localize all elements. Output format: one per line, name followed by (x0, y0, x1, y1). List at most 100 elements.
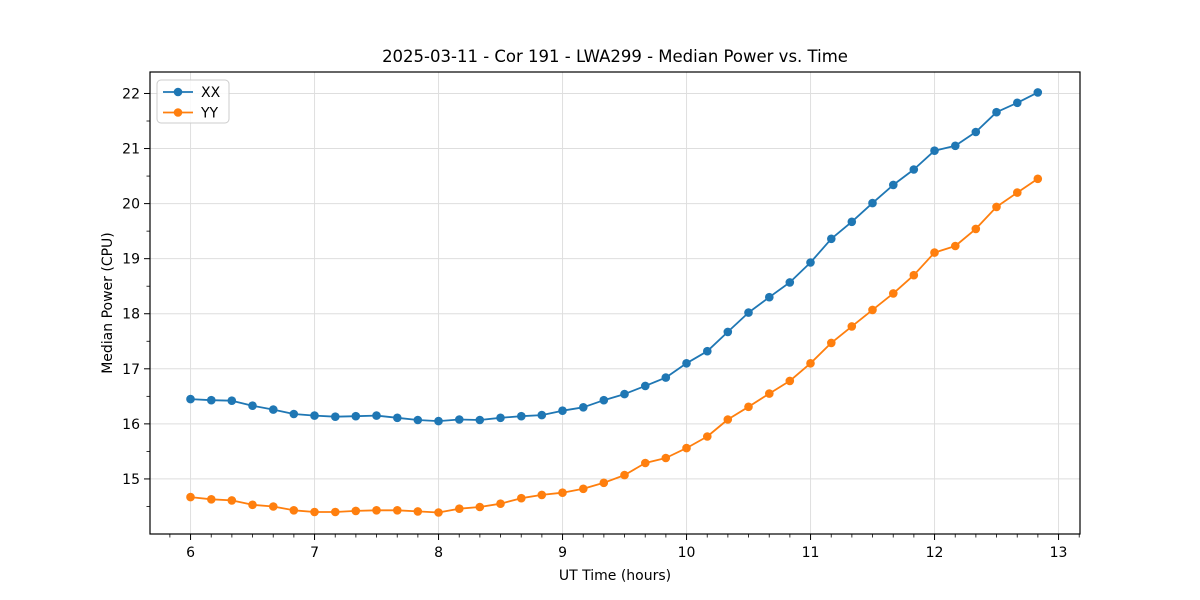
legend-marker (173, 87, 183, 97)
y-tick-label: 15 (122, 472, 140, 488)
data-point-xx (909, 165, 919, 174)
data-point-yy (827, 338, 836, 348)
data-point-yy (372, 506, 381, 515)
data-point-yy (909, 270, 919, 280)
x-tick-label: 9 (558, 545, 567, 561)
series-yy (186, 174, 1043, 517)
data-point-xx (517, 411, 526, 421)
y-tick-label: 20 (122, 197, 140, 213)
data-point-xx (351, 411, 361, 421)
data-point-yy (703, 432, 712, 441)
data-point-yy (517, 493, 526, 503)
data-point-xx (930, 146, 939, 155)
data-point-yy (682, 443, 691, 453)
data-point-xx (207, 395, 216, 405)
x-tick-label: 11 (802, 545, 820, 561)
data-point-xx (331, 412, 340, 422)
data-point-xx (393, 413, 402, 423)
data-point-xx (661, 373, 671, 382)
data-point-xx (1013, 98, 1022, 108)
data-point-xx (827, 234, 836, 244)
y-tick-label: 22 (122, 86, 140, 102)
data-point-yy (889, 289, 898, 298)
data-point-yy (785, 376, 795, 386)
data-point-xx (558, 406, 567, 416)
data-point-yy (310, 507, 319, 517)
data-point-xx (269, 405, 278, 414)
data-point-xx (186, 394, 195, 404)
y-tick-label: 18 (122, 307, 140, 323)
data-point-yy (248, 500, 257, 510)
data-point-yy (847, 322, 857, 331)
x-tick-label: 10 (678, 545, 696, 561)
data-point-yy (765, 389, 774, 398)
y-axis-label: Median Power (CPU) (100, 232, 116, 374)
data-point-xx (1033, 88, 1043, 97)
data-point-yy (661, 453, 671, 463)
data-point-yy (723, 415, 733, 424)
data-point-yy (331, 507, 340, 517)
data-point-xx (889, 180, 898, 190)
x-tick-label: 6 (186, 545, 195, 561)
x-tick-label: 13 (1050, 545, 1068, 561)
data-point-yy (207, 495, 216, 504)
legend-marker (173, 108, 183, 117)
data-point-xx (951, 141, 960, 151)
data-point-xx (455, 415, 464, 424)
data-point-xx (434, 416, 443, 426)
data-point-xx (971, 127, 981, 137)
data-point-yy (227, 496, 237, 505)
legend-label: YY (200, 106, 219, 122)
data-point-yy (434, 508, 443, 517)
grid (150, 72, 1080, 534)
data-point-xx (620, 389, 629, 399)
chart-title: 2025-03-11 - Cor 191 - LWA299 - Median P… (382, 47, 848, 66)
ticks: 6 7 8 9 10 11 12 13 15 16 17 18 19 20 21 22 (122, 86, 1080, 561)
x-tick-label: 12 (926, 545, 944, 561)
series-line-yy (189, 177, 1039, 514)
data-point-xx (765, 292, 774, 302)
data-point-yy (496, 499, 505, 509)
data-point-yy (269, 502, 278, 511)
data-point-yy (971, 224, 981, 234)
data-point-xx (537, 410, 547, 420)
data-point-xx (723, 327, 733, 337)
data-point-yy (744, 402, 753, 412)
legend: XX YY (156, 79, 230, 124)
data-point-xx (579, 403, 588, 412)
data-point-yy (1013, 188, 1022, 197)
data-point-xx (227, 396, 237, 406)
data-point-yy (413, 507, 423, 516)
y-tick-label: 19 (122, 252, 140, 268)
data-point-xx (475, 415, 485, 425)
data-point-yy (868, 305, 877, 315)
data-point-yy (393, 506, 402, 515)
legend-label: XX (201, 85, 221, 101)
data-point-xx (372, 411, 381, 420)
data-point-yy (599, 478, 609, 488)
y-tick-label: 21 (122, 142, 140, 158)
data-point-xx (641, 381, 650, 391)
data-point-xx (682, 359, 691, 368)
y-tick-label: 17 (122, 362, 140, 378)
data-point-yy (289, 506, 299, 515)
axes-spines (149, 71, 1081, 535)
data-point-xx (248, 401, 257, 411)
data-point-yy (951, 241, 960, 251)
data-point-yy (1033, 174, 1043, 184)
data-point-xx (847, 217, 857, 227)
x-tick-label: 8 (434, 545, 443, 561)
data-point-xx (868, 198, 877, 208)
data-point-xx (744, 308, 753, 317)
data-point-xx (703, 346, 712, 356)
data-point-xx (992, 107, 1001, 117)
data-point-xx (289, 409, 299, 419)
data-point-xx (806, 258, 815, 267)
data-point-yy (537, 490, 547, 500)
data-point-xx (785, 278, 795, 287)
data-point-xx (413, 415, 423, 425)
data-point-yy (186, 492, 195, 502)
data-point-yy (475, 502, 485, 512)
